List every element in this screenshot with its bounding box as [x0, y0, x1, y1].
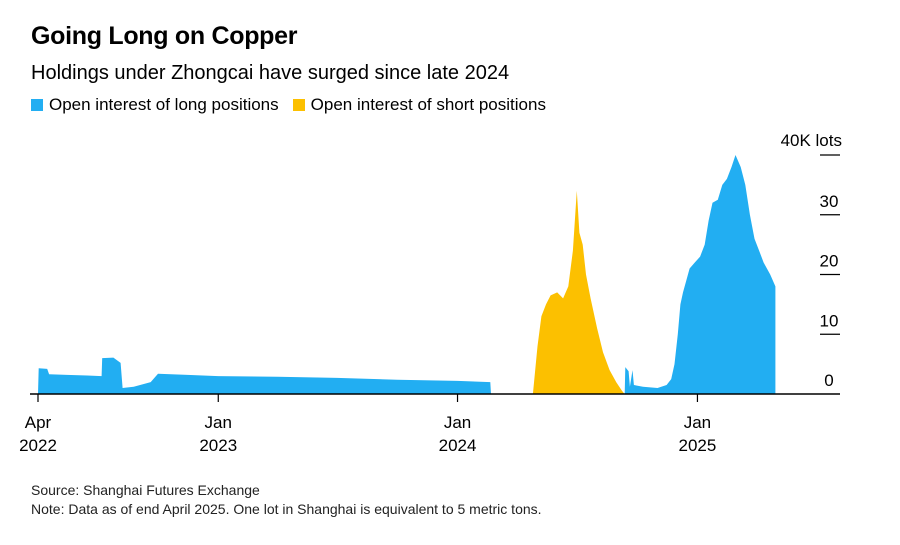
legend: Open interest of long positions Open int…	[31, 95, 560, 115]
x-tick-label-year-0: 2022	[19, 436, 57, 455]
x-tick-label-month-0: Apr	[25, 413, 52, 432]
footnote: Note: Data as of end April 2025. One lot…	[31, 501, 542, 517]
x-tick-label-month-3: Jan	[684, 413, 711, 432]
y-tick-label-1: 10	[820, 311, 839, 330]
source-note: Source: Shanghai Futures Exchange	[31, 482, 260, 498]
x-tick-label-year-1: 2023	[199, 436, 237, 455]
x-tick-label-month-1: Jan	[205, 413, 232, 432]
chart-title: Going Long on Copper	[31, 22, 298, 50]
y-tick-label-0: 0	[824, 371, 833, 390]
legend-swatch-long	[31, 99, 43, 111]
series-area-long-0	[38, 357, 491, 394]
y-tick-label-4: 40K lots	[781, 131, 842, 150]
legend-item-long: Open interest of long positions	[31, 95, 279, 115]
x-tick-label-year-3: 2025	[679, 436, 717, 455]
y-tick-label-2: 20	[820, 252, 839, 271]
y-tick-label-3: 30	[820, 192, 839, 211]
legend-label-long: Open interest of long positions	[49, 95, 279, 114]
x-tick-label-month-2: Jan	[444, 413, 471, 432]
x-tick-label-year-2: 2024	[439, 436, 477, 455]
series-area-long-1	[624, 155, 776, 394]
legend-label-short: Open interest of short positions	[310, 95, 546, 114]
legend-swatch-short	[292, 99, 305, 111]
legend-item-short: Open interest of short positions	[292, 95, 546, 115]
series-area-short-0	[532, 190, 625, 394]
chart-subtitle: Holdings under Zhongcai have surged sinc…	[31, 62, 510, 84]
